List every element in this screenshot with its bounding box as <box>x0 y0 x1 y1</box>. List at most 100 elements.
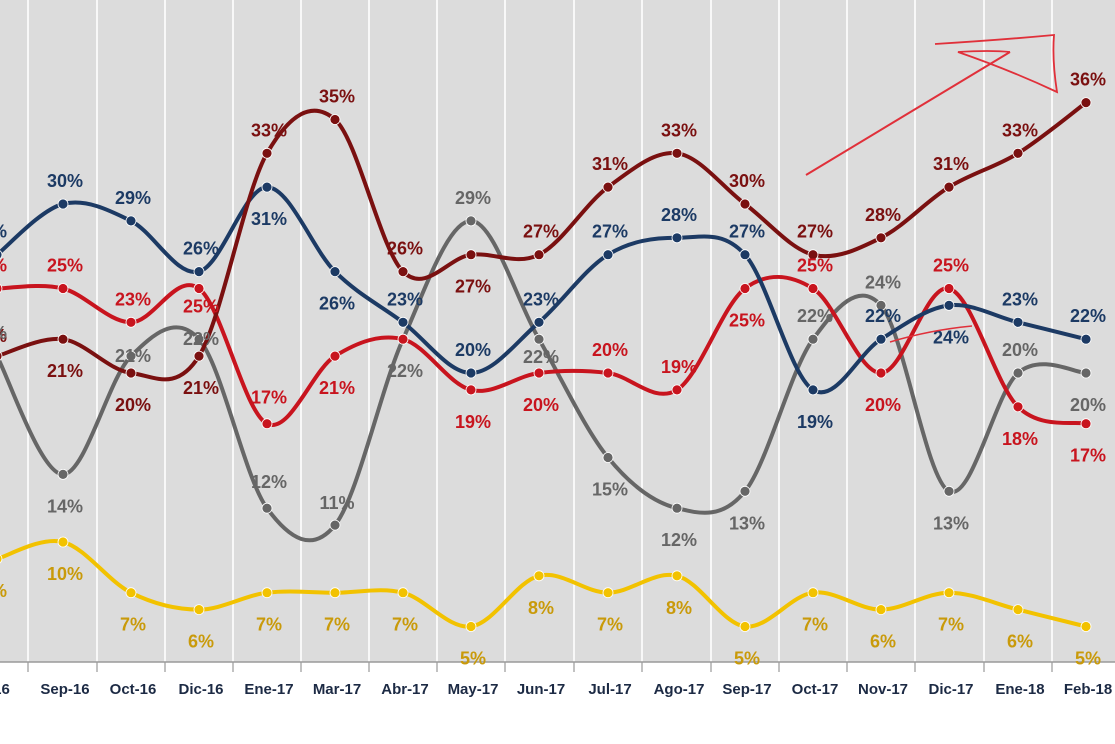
data-label-red: 25% <box>933 256 969 276</box>
data-label-yellow: 5% <box>734 649 760 669</box>
data-labels: % 21% 20% 21% 33% 35% 26% 27% 27% 31% 33% 30% 27% 28%… <box>0 70 1106 669</box>
data-label-navy: 31% <box>251 209 287 229</box>
data-point-navy <box>465 367 477 379</box>
x-tick-label: Oct-17 <box>792 681 839 698</box>
data-point-yellow <box>193 604 205 615</box>
x-tick-label: Mar-17 <box>313 681 361 698</box>
data-label-dark-red: % <box>0 326 7 346</box>
data-point-dark-red <box>1012 147 1024 159</box>
data-label-yellow: 6% <box>1007 632 1033 652</box>
data-label-gray: 13% <box>729 513 765 533</box>
data-label-navy: % <box>0 222 7 242</box>
data-label-dark-red: 33% <box>1002 120 1038 140</box>
data-label-gray: 22% <box>183 329 219 349</box>
data-label-navy: 26% <box>319 294 355 314</box>
data-point-navy <box>193 266 205 278</box>
data-point-yellow <box>602 587 614 599</box>
data-point-dark-red <box>602 181 614 193</box>
data-point-yellow <box>807 587 819 599</box>
data-point-dark-red <box>0 351 3 361</box>
series-lines <box>0 97 1092 632</box>
data-point-gray <box>57 468 69 480</box>
data-point-yellow <box>0 554 3 564</box>
data-point-gray <box>807 333 819 345</box>
data-point-dark-red <box>193 350 205 362</box>
data-label-gray: 22% <box>387 361 423 381</box>
data-label-dark-red: 31% <box>592 154 628 174</box>
data-label-dark-red: 30% <box>729 171 765 191</box>
data-point-navy <box>1012 316 1024 328</box>
data-label-gray: 22% <box>797 306 833 326</box>
data-point-navy <box>125 215 137 227</box>
data-point-red <box>329 350 341 362</box>
data-label-red: 20% <box>865 395 901 415</box>
data-label-navy: 28% <box>661 205 697 225</box>
data-label-yellow: 8% <box>528 598 554 618</box>
x-tick-label: Ene-18 <box>995 681 1044 698</box>
data-point-red <box>193 283 205 294</box>
data-point-dark-red <box>261 147 273 159</box>
data-point-gray <box>671 502 683 514</box>
data-label-red: % <box>0 256 7 276</box>
x-tick-label: Ago-17 <box>654 681 705 698</box>
data-point-gray <box>329 519 341 531</box>
x-tick-label: Nov-17 <box>858 681 908 698</box>
data-point-gray <box>739 485 751 497</box>
data-label-navy: 23% <box>523 289 559 309</box>
data-label-navy: 22% <box>865 306 901 326</box>
data-label-navy: 24% <box>933 327 969 347</box>
data-label-yellow: 5% <box>460 649 486 669</box>
data-label-dark-red: 28% <box>865 205 901 225</box>
data-point-yellow <box>125 587 137 599</box>
data-point-gray <box>125 350 137 362</box>
data-point-red <box>397 333 409 345</box>
data-point-navy <box>533 316 545 328</box>
data-point-gray <box>602 452 614 463</box>
data-point-red <box>261 418 273 430</box>
data-label-yellow: 7% <box>120 615 146 635</box>
data-point-navy <box>739 249 751 261</box>
data-label-gray: 20% <box>1002 340 1038 360</box>
data-label-yellow: 7% <box>597 615 623 635</box>
x-tick-label: -16 <box>0 681 10 698</box>
annotation-arrow-head <box>934 34 1059 94</box>
data-label-yellow: 7% <box>938 615 964 635</box>
data-label-dark-red: 26% <box>387 239 423 259</box>
data-label-yellow: 7% <box>802 615 828 635</box>
data-label-gray: 13% <box>933 513 969 533</box>
data-point-yellow <box>261 587 273 599</box>
data-label-gray: 22% <box>523 347 559 367</box>
data-point-gray <box>875 299 887 311</box>
data-label-gray: 14% <box>47 496 83 516</box>
data-point-dark-red <box>739 198 751 210</box>
data-point-red <box>465 384 477 396</box>
x-tick-label: May-17 <box>448 681 499 698</box>
data-point-yellow <box>943 587 955 599</box>
data-point-red <box>807 283 819 294</box>
data-point-red <box>943 283 955 294</box>
data-point-dark-red <box>465 249 477 261</box>
x-tick-label: Feb-18 <box>1064 681 1112 698</box>
data-point-dark-red <box>329 114 341 125</box>
data-label-navy: 22% <box>1070 306 1106 326</box>
x-tick-label: Jun-17 <box>517 681 565 698</box>
x-tick-label: Dic-16 <box>178 681 223 698</box>
data-label-yellow: 8% <box>666 598 692 618</box>
data-point-navy <box>671 232 683 244</box>
data-point-navy <box>807 384 819 396</box>
data-point-dark-red <box>533 249 545 261</box>
data-label-yellow: 7% <box>324 615 350 635</box>
data-label-yellow: 5% <box>1075 649 1101 669</box>
data-label-dark-red: 35% <box>319 87 355 107</box>
series-line-red <box>0 274 1088 427</box>
data-label-yellow: 7% <box>392 615 418 635</box>
data-point-navy <box>943 299 955 311</box>
data-point-navy <box>397 316 409 328</box>
x-axis-ticks: -16 Sep-16 Oct-16 Dic-16 Ene-17 Mar-17 Abr-17 M… <box>0 662 1112 698</box>
data-label-dark-red: 27% <box>523 222 559 242</box>
data-label-yellow: 10% <box>47 564 83 584</box>
data-label-dark-red: 27% <box>455 277 491 297</box>
data-label-gray: 11% <box>319 493 354 513</box>
series-line-dark-red <box>0 100 1088 382</box>
